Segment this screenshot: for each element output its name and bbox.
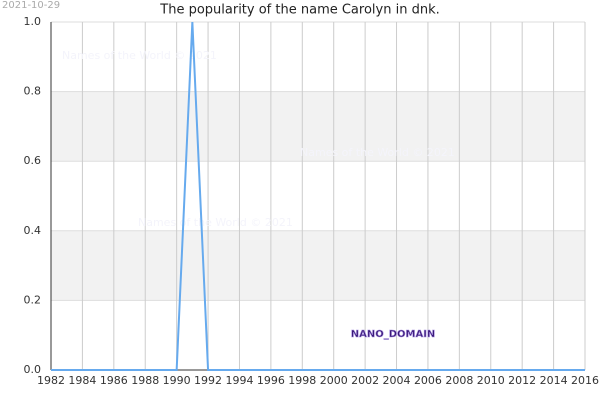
x-tick-label: 1996 (257, 374, 285, 387)
badge: NANO_DOMAIN (351, 329, 436, 340)
y-tick-label: 0.0 (24, 363, 42, 376)
watermark: Names of the World © 2021 (138, 216, 293, 229)
x-tick-label: 2002 (351, 374, 379, 387)
x-tick-label: 1986 (100, 374, 128, 387)
x-tick-label: 2004 (383, 374, 411, 387)
x-tick-label: 1994 (225, 374, 253, 387)
y-tick-label: 0.8 (24, 85, 42, 98)
x-tick-label: 1984 (68, 374, 96, 387)
x-tick-label: 1982 (37, 374, 65, 387)
x-tick-label: 2014 (540, 374, 568, 387)
x-tick-label: 2006 (414, 374, 442, 387)
series-line (51, 21, 585, 371)
y-tick-label: 0.4 (24, 224, 42, 237)
y-tick-label: 0.6 (24, 154, 42, 167)
x-tick-label: 2012 (508, 374, 536, 387)
x-tick-label: 1992 (194, 374, 222, 387)
y-tick-label: 0.2 (24, 293, 42, 306)
x-tick-label: 1990 (163, 374, 191, 387)
x-tick-label: 1998 (288, 374, 316, 387)
watermark: Names of the World © 2021 (300, 146, 455, 159)
grid-band (51, 230, 585, 301)
grid-band (51, 91, 585, 162)
x-tick-label: 2008 (445, 374, 473, 387)
x-tick-label: 2000 (320, 374, 348, 387)
watermark: Names of the World © 2021 (62, 49, 217, 62)
date-stamp: 2021-10-29 (2, 0, 60, 11)
x-tick-label: 2016 (571, 374, 599, 387)
x-tick-label: 1988 (131, 374, 159, 387)
chart-title: The popularity of the name Carolyn in dn… (159, 3, 439, 18)
x-tick-label: 2010 (477, 374, 505, 387)
y-tick-label: 1.0 (24, 15, 42, 28)
